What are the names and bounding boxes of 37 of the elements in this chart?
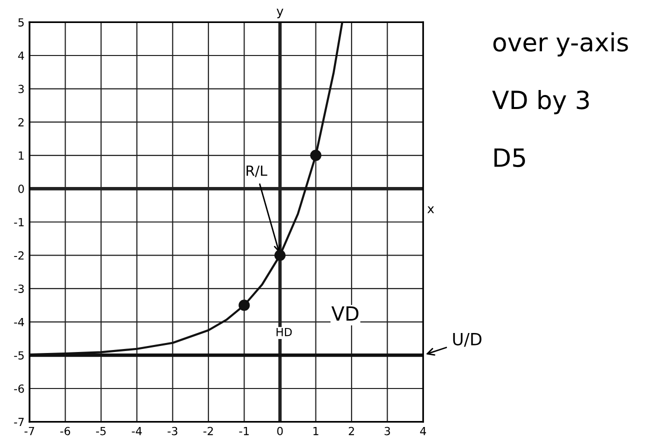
y-tick-label: 2 (18, 118, 24, 126)
point (274, 250, 286, 261)
x-axis-title: x (427, 206, 434, 214)
x-tick-label: 0 (277, 426, 283, 436)
y-tick-label: 4 (18, 52, 24, 60)
y-tick-label: -7 (14, 418, 24, 426)
point (310, 150, 322, 162)
y-tick-label: -3 (14, 284, 24, 293)
annotation: HD (276, 328, 292, 336)
x-tick-label: 1 (313, 427, 318, 436)
x-tick-label: -5 (96, 427, 106, 436)
y-tick-label: 5 (18, 18, 24, 27)
x-tick-label: -1 (239, 427, 249, 436)
x-tick-label: 4 (420, 427, 426, 436)
x-tick-label: 3 (384, 426, 390, 436)
annotation: VD (331, 306, 358, 321)
y-tick-label: -1 (14, 218, 24, 226)
y-tick-label: -2 (14, 251, 24, 260)
y-tick-label: 1 (18, 152, 24, 160)
annotation: R/L (246, 166, 268, 178)
x-tick-label: -7 (24, 427, 34, 436)
x-tick-label: -6 (60, 426, 70, 436)
x-tick-label: -4 (132, 427, 142, 436)
y-tick-label: -5 (14, 351, 24, 360)
x-tick-label: 2 (348, 426, 354, 436)
y-tick-label: 0 (18, 184, 24, 194)
ref-line-label: U/D (453, 333, 482, 347)
text: VD by 3 (492, 90, 589, 114)
y-tick-label: -6 (14, 384, 24, 393)
x-tick-label: -2 (203, 426, 213, 436)
text: over y-axis (493, 32, 628, 56)
x-tick-label: -3 (168, 426, 178, 436)
y-axis-title: y (276, 8, 284, 18)
y-tick-label: -4 (14, 318, 24, 326)
point (238, 300, 250, 311)
y-tick-label: 3 (18, 84, 24, 94)
text: D5 (494, 148, 525, 168)
